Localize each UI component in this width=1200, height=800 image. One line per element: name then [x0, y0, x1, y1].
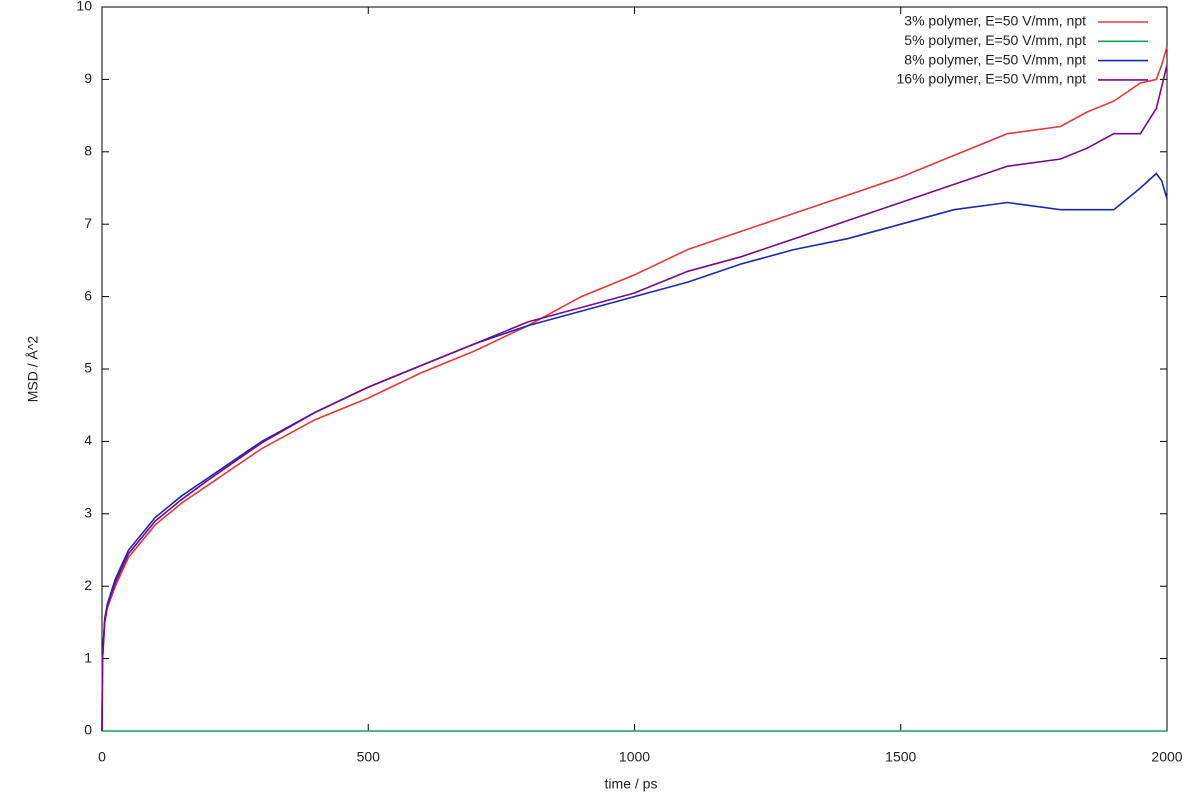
y-tick-label: 10: [76, 0, 92, 14]
y-tick-label: 4: [84, 432, 92, 448]
series-line: [101, 172, 1168, 732]
y-tick-label: 5: [84, 360, 92, 376]
y-tick-label: 1: [84, 649, 92, 665]
legend-label: 3% polymer, E=50 V/mm, npt: [904, 13, 1086, 29]
y-axis-label: MSD / Å^2: [25, 336, 41, 403]
y-tick-label: 9: [84, 70, 92, 86]
x-tick-label: 1500: [885, 749, 916, 765]
x-axis-label: time / ps: [605, 776, 658, 792]
legend-label: 5% polymer, E=50 V/mm, npt: [904, 32, 1086, 48]
y-tick-label: 7: [84, 215, 92, 231]
series-line: [101, 46, 1168, 732]
x-tick-label: 2000: [1151, 749, 1182, 765]
x-tick-label: 0: [98, 749, 106, 765]
plot-frame: [101, 6, 1168, 732]
y-tick-label: 0: [84, 722, 92, 738]
x-tick-label: 500: [357, 749, 381, 765]
series-line: [101, 64, 1168, 732]
y-tick-label: 3: [84, 505, 92, 521]
y-tick-label: 2: [84, 577, 92, 593]
legend-label: 8% polymer, E=50 V/mm, npt: [904, 51, 1086, 67]
legend-label: 16% polymer, E=50 V/mm, npt: [897, 71, 1087, 87]
x-tick-label: 1000: [619, 749, 650, 765]
y-tick-label: 8: [84, 143, 92, 159]
y-tick-label: 6: [84, 287, 92, 303]
